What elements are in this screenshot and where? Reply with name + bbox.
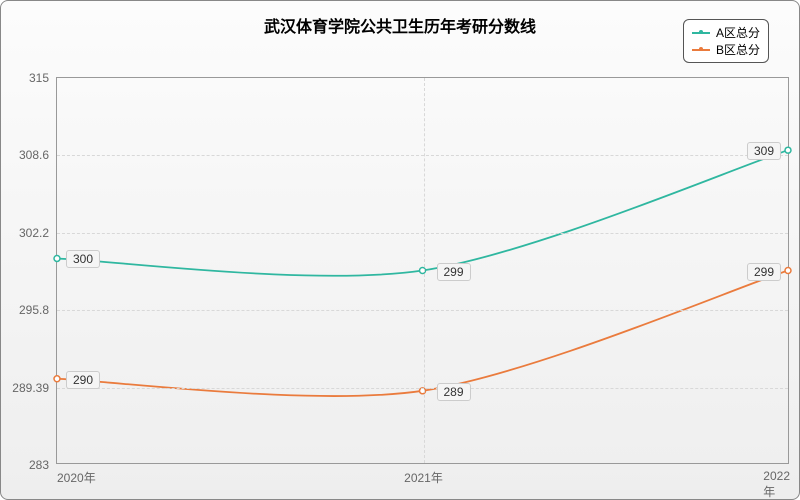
y-tick-label: 295.8 bbox=[19, 303, 57, 317]
x-tick-label: 2022年 bbox=[763, 463, 790, 500]
y-tick-label: 315 bbox=[29, 71, 57, 85]
y-tick-label: 308.6 bbox=[19, 148, 57, 162]
data-label: 290 bbox=[66, 371, 100, 389]
line-layer bbox=[57, 78, 788, 463]
series-marker bbox=[420, 388, 426, 394]
y-tick-label: 289.39 bbox=[12, 381, 57, 395]
y-tick-label: 283 bbox=[29, 458, 57, 472]
legend-swatch-a bbox=[692, 32, 710, 34]
legend-label-a: A区总分 bbox=[716, 24, 760, 41]
series-marker bbox=[785, 268, 791, 274]
plot-area: 283289.39295.8302.2308.63152020年2021年202… bbox=[56, 77, 789, 464]
gridline-h bbox=[57, 388, 788, 389]
data-label: 300 bbox=[66, 250, 100, 268]
x-tick-label: 2020年 bbox=[57, 463, 96, 486]
series-line-0 bbox=[57, 150, 788, 276]
gridline-h bbox=[57, 310, 788, 311]
y-tick-label: 302.2 bbox=[19, 226, 57, 240]
data-label: 299 bbox=[747, 263, 781, 281]
gridline-v bbox=[424, 78, 425, 463]
series-marker bbox=[54, 255, 60, 261]
series-marker bbox=[785, 147, 791, 153]
legend-label-b: B区总分 bbox=[716, 41, 760, 58]
series-marker bbox=[420, 268, 426, 274]
gridline-h bbox=[57, 155, 788, 156]
gridline-h bbox=[57, 233, 788, 234]
legend: A区总分 B区总分 bbox=[683, 19, 769, 63]
x-tick-label: 2021年 bbox=[404, 463, 443, 486]
data-label: 299 bbox=[436, 263, 470, 281]
chart-container: 武汉体育学院公共卫生历年考研分数线 A区总分 B区总分 283289.39295… bbox=[0, 0, 800, 500]
data-label: 289 bbox=[436, 383, 470, 401]
legend-item-b: B区总分 bbox=[692, 41, 760, 58]
legend-swatch-b bbox=[692, 49, 710, 51]
series-line-1 bbox=[57, 271, 788, 397]
legend-item-a: A区总分 bbox=[692, 24, 760, 41]
data-label: 309 bbox=[747, 142, 781, 160]
chart-title: 武汉体育学院公共卫生历年考研分数线 bbox=[1, 13, 799, 37]
